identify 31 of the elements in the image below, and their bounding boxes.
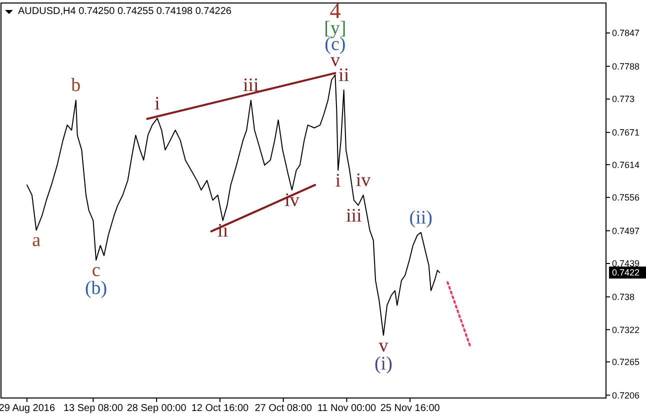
y-tick-label: 0.7556 — [612, 192, 640, 203]
y-tick-label: 0.7265 — [612, 356, 640, 367]
y-tick-label: 0.738 — [612, 292, 635, 302]
x-tick-label: 25 Nov 16:00 — [380, 403, 440, 414]
text: 0.7422 — [612, 268, 640, 278]
x-tick-label: 13 Sep 08:00 — [63, 403, 124, 414]
annotation: (ii) — [409, 207, 433, 228]
annotation: iii — [346, 205, 362, 226]
y-tick-label: 0.7322 — [612, 324, 640, 335]
annotation: iv — [284, 190, 300, 212]
x-tick-label: 12 Oct 16:00 — [191, 403, 250, 414]
y-tick-label: 0.7614 — [612, 160, 640, 170]
y-tick-label: 0.773 — [612, 94, 635, 104]
y-tick-label: 0.7847 — [612, 28, 640, 38]
annotation: a — [32, 230, 42, 252]
y-tick-label: 0.7439 — [612, 258, 640, 269]
y-tick-label: 0.7788 — [612, 61, 640, 72]
x-tick-label: 27 Oct 08:00 — [254, 403, 312, 414]
annotation: iii — [243, 75, 259, 96]
x-tick-label: 28 Sep 00:00 — [126, 403, 187, 414]
annotation: i — [335, 170, 341, 192]
y-tick-label: 0.7497 — [612, 226, 640, 236]
x-tick-label: 11 Nov 00:00 — [317, 403, 377, 414]
annotation: i — [154, 93, 160, 114]
annotation: iv — [356, 170, 372, 192]
annotation: 4 — [330, 0, 341, 23]
y-tick-label: 0.7206 — [612, 390, 640, 400]
annotation: ii — [338, 65, 350, 86]
chart-title: AUDUSD,H4 0.74250 0.74255 0.74198 0.74226 — [18, 6, 232, 17]
annotation: b — [71, 75, 81, 96]
y-tick-label: 0.7671 — [612, 128, 640, 138]
